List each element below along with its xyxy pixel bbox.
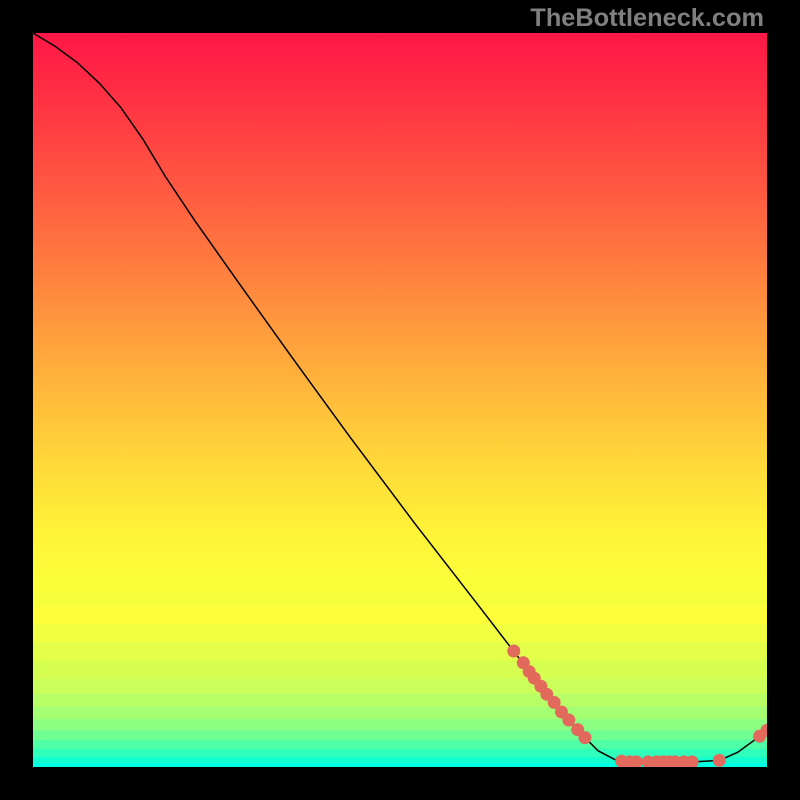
gradient-background: [33, 33, 767, 620]
chart-svg: [33, 33, 767, 767]
watermark-text: TheBottleneck.com: [530, 4, 764, 33]
data-marker: [713, 754, 726, 767]
data-marker: [578, 731, 591, 744]
bottleneck-chart: TheBottleneck.com: [0, 0, 800, 800]
data-marker: [507, 645, 520, 658]
data-marker: [562, 714, 575, 727]
plot-area: [33, 33, 767, 767]
gradient-bands: [33, 606, 767, 767]
